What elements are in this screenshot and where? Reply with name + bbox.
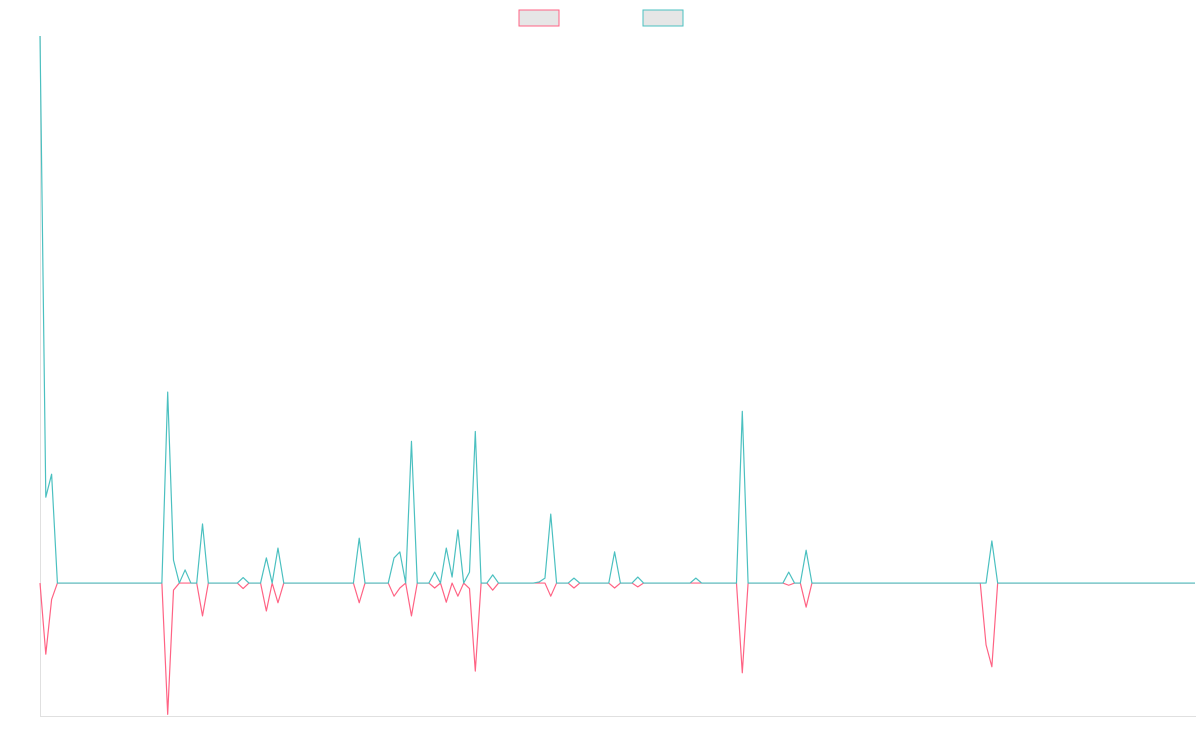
legend-swatch [642,9,684,27]
series-line [39,35,1195,584]
series-line [39,582,1195,715]
legend-swatch [518,9,560,27]
